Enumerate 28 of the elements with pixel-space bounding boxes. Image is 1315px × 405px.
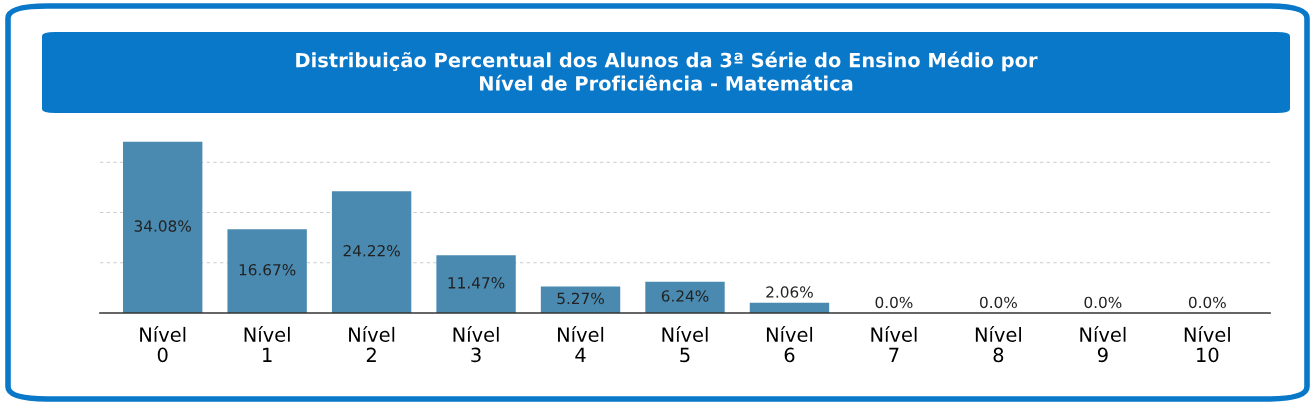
x-tick-label: Nível 7	[871, 326, 917, 362]
data-label: 16.67%	[239, 263, 296, 276]
data-label: 0.0%	[1188, 296, 1226, 309]
data-label: 11.47%	[448, 277, 505, 289]
x-tick-label: Nível 5	[662, 326, 708, 363]
bar	[227, 229, 307, 313]
data-label: 5.27%	[557, 292, 604, 305]
data-label: 2.06%	[766, 286, 813, 298]
data-label: 0.0%	[875, 296, 913, 309]
data-label: 34.08%	[134, 220, 191, 232]
x-tick-label: Nível 3	[453, 326, 499, 363]
x-tick-label: Nível 6	[766, 326, 813, 363]
x-tick-label: Nível 0	[140, 326, 186, 363]
data-label: 6.24%	[661, 290, 709, 302]
x-tick-label: Nível 10	[1184, 326, 1230, 363]
bar	[122, 141, 203, 313]
data-label: 0.0%	[1084, 296, 1122, 309]
chart-title: Distribuição Percentual dos Alunos da 3ª Série do Ensino Médio por Nível de Proficiência - Matemática	[296, 51, 1038, 91]
x-tick-label: Nível 8	[975, 326, 1021, 363]
data-label: 24.22%	[343, 245, 400, 257]
x-tick-label: Nível 2	[349, 326, 395, 362]
bar	[331, 191, 412, 313]
x-tick-label: Nível 4	[558, 326, 604, 362]
x-tick-label: Nível 9	[1080, 326, 1126, 363]
x-tick-label: Nível 1	[244, 326, 290, 362]
data-label: 0.0%	[979, 296, 1017, 309]
bar	[436, 255, 516, 313]
bar	[645, 281, 725, 313]
